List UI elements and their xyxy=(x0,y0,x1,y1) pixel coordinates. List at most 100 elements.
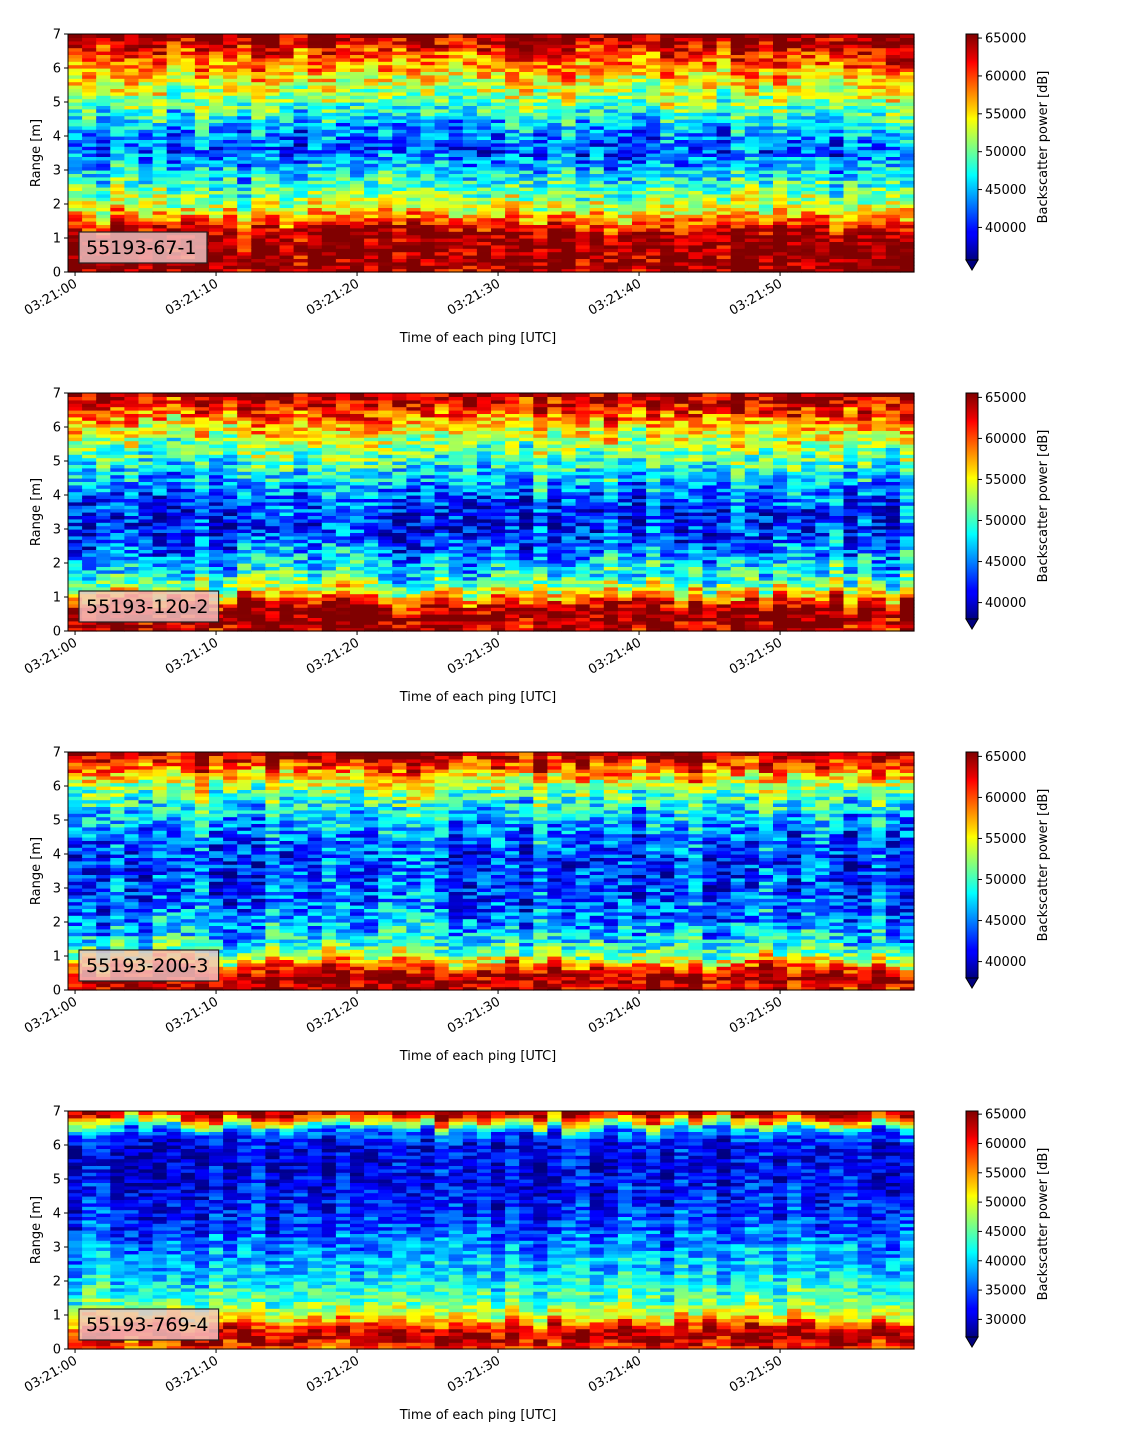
heatmap-cell xyxy=(335,149,351,154)
heatmap-cell xyxy=(237,136,252,140)
heatmap-cell xyxy=(364,224,379,229)
heatmap-cell xyxy=(152,176,168,181)
heatmap-cell xyxy=(843,248,859,253)
heatmap-cell xyxy=(223,180,238,185)
heatmap-cell xyxy=(307,64,323,69)
heatmap-cell xyxy=(632,238,647,242)
heatmap-cell xyxy=(787,119,802,123)
heatmap-cell xyxy=(589,112,605,117)
heatmap-cell xyxy=(335,265,351,270)
heatmap-cell xyxy=(674,146,689,151)
heatmap-cell xyxy=(801,248,816,253)
heatmap-cell xyxy=(265,149,281,154)
heatmap-cell xyxy=(519,37,534,42)
heatmap-cell xyxy=(801,74,816,79)
heatmap-cell xyxy=(209,176,224,181)
heatmap-cell xyxy=(406,200,422,205)
heatmap-cell xyxy=(209,40,224,45)
heatmap-cell xyxy=(194,563,210,567)
heatmap-cell xyxy=(758,156,774,161)
heatmap-cell xyxy=(293,34,309,38)
heatmap-cell xyxy=(448,200,464,205)
heatmap-cell xyxy=(321,159,337,164)
heatmap-cell xyxy=(660,81,675,86)
heatmap-cell xyxy=(815,108,830,113)
heatmap-cell xyxy=(392,81,407,86)
heatmap-cell xyxy=(223,64,238,69)
heatmap-cell xyxy=(152,207,168,212)
heatmap-cell xyxy=(674,238,689,242)
heatmap-cell xyxy=(237,227,252,232)
heatmap-cell xyxy=(646,68,661,72)
heatmap-cell xyxy=(152,268,168,273)
heatmap-cell xyxy=(378,204,393,208)
heatmap-cell xyxy=(561,81,577,86)
heatmap-cell xyxy=(152,586,168,591)
heatmap-cell xyxy=(702,180,718,185)
heatmap-cell xyxy=(321,190,337,195)
heatmap-cell xyxy=(406,61,422,66)
heatmap-cell xyxy=(744,34,760,38)
heatmap-cell xyxy=(773,176,788,181)
heatmap-cell xyxy=(110,583,125,588)
heatmap-cell xyxy=(857,139,873,144)
heatmap-cell xyxy=(420,180,436,185)
heatmap-cell xyxy=(505,234,520,239)
heatmap-cell xyxy=(787,74,802,79)
heatmap-cell xyxy=(124,156,140,161)
heatmap-cell xyxy=(758,102,774,106)
heatmap-cell xyxy=(716,98,732,103)
heatmap-cell xyxy=(364,34,379,38)
heatmap-cell xyxy=(378,34,393,38)
heatmap-cell xyxy=(124,498,140,503)
heatmap-cell xyxy=(223,221,238,225)
heatmap-cell xyxy=(505,238,520,242)
heatmap-cell xyxy=(871,193,887,198)
heatmap-cell xyxy=(617,176,633,181)
heatmap-cell xyxy=(434,153,450,157)
heatmap-cell xyxy=(885,183,901,188)
heatmap-cell xyxy=(632,119,647,123)
heatmap-cell xyxy=(392,37,407,42)
heatmap-cell xyxy=(194,204,210,208)
heatmap-cell xyxy=(110,210,125,215)
heatmap-cell xyxy=(406,268,422,273)
heatmap-cell xyxy=(519,61,534,66)
heatmap-cell xyxy=(335,210,351,215)
heatmap-cell xyxy=(871,166,887,171)
heatmap-cell xyxy=(180,576,196,581)
heatmap-cell xyxy=(871,176,887,181)
heatmap-cell xyxy=(166,403,182,408)
heatmap-cell xyxy=(758,265,774,270)
heatmap-cell xyxy=(279,51,295,55)
heatmap-cell xyxy=(166,44,182,49)
heatmap-cell xyxy=(801,85,816,89)
heatmap-cell xyxy=(716,231,732,236)
heatmap-cell xyxy=(279,241,295,246)
heatmap-cell xyxy=(378,268,393,273)
heatmap-cell xyxy=(68,163,83,168)
heatmap-cell xyxy=(787,146,802,151)
heatmap-cell xyxy=(166,440,182,445)
heatmap-cell xyxy=(138,563,154,567)
heatmap-cell xyxy=(321,224,337,229)
heatmap-cell xyxy=(561,47,577,52)
heatmap-cell xyxy=(420,61,436,66)
heatmap-cell xyxy=(124,112,140,117)
heatmap-cell xyxy=(787,204,802,208)
heatmap-cell xyxy=(166,586,182,591)
heatmap-cell xyxy=(350,244,365,249)
heatmap-cell xyxy=(533,132,548,137)
heatmap-cell xyxy=(801,81,816,86)
heatmap-cell xyxy=(209,238,224,242)
heatmap-cell xyxy=(166,61,182,66)
heatmap-cell xyxy=(843,207,859,212)
heatmap-cell xyxy=(787,200,802,205)
heatmap-cell xyxy=(730,258,746,263)
heatmap-cell xyxy=(702,95,718,100)
heatmap-cell xyxy=(660,98,675,103)
heatmap-cell xyxy=(462,57,478,62)
heatmap-cell xyxy=(815,119,830,123)
heatmap-cell xyxy=(476,98,492,103)
heatmap-cell xyxy=(237,156,252,161)
